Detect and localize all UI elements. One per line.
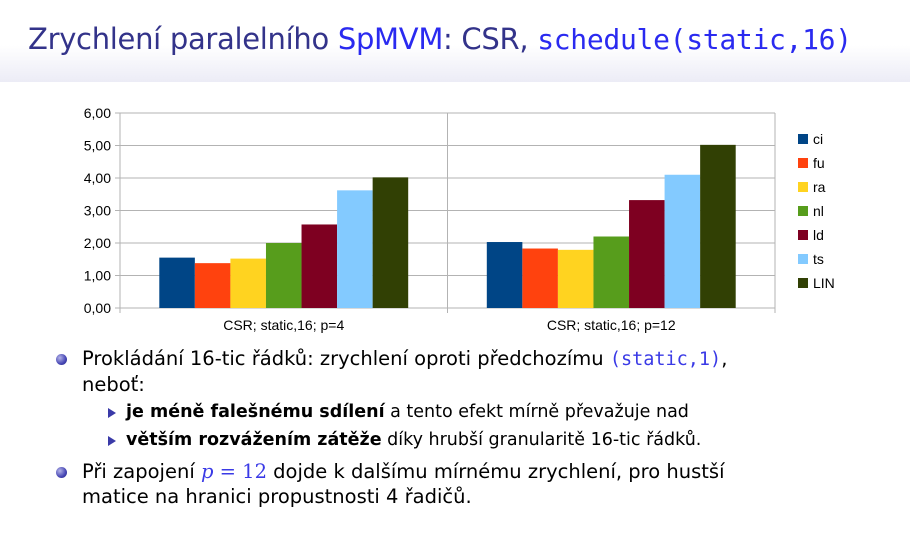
x-category-label: CSR; static,16; p=12: [547, 317, 676, 333]
bullet-item-interleaving: Prokládání 16-tic řádků: zrychlení oprot…: [52, 346, 892, 453]
bullet-1-code: (static,1): [609, 349, 722, 370]
title-code: schedule(static,16): [537, 23, 852, 56]
bar-ld: [629, 200, 665, 308]
bar-lin: [372, 177, 409, 308]
bullet-2-math-p: p: [200, 460, 214, 483]
triangle-bullet-icon: [108, 436, 116, 446]
bullet-list: Prokládání 16-tic řádků: zrychlení oprot…: [52, 346, 892, 515]
legend-swatch: [798, 278, 808, 288]
subitem-false-sharing: je méně falešnému sdílení a tento efekt …: [82, 400, 892, 425]
y-tick-label: 1,00: [84, 268, 111, 284]
subitem-1-bold: je méně falešnému sdílení: [126, 402, 385, 422]
legend-label: nl: [813, 203, 824, 219]
y-tick-label: 2,00: [84, 235, 111, 251]
slide-title: Zrychlení paralelního SpMVM: CSR, schedu…: [28, 22, 852, 56]
title-prefix: Zrychlení paralelního: [28, 22, 338, 56]
legend-swatch: [798, 134, 808, 144]
bullet-dot-icon: [56, 354, 67, 365]
bar-fu: [194, 263, 231, 308]
bar-ld: [301, 224, 338, 308]
legend-label: ts: [813, 251, 824, 267]
subitem-1-text: a tento efekt mírně převažuje nad: [384, 402, 689, 422]
legend-label: ra: [813, 179, 826, 195]
y-tick-label: 6,00: [84, 105, 111, 121]
bar-lin: [700, 144, 736, 308]
bullet-2-math-eq: = 12: [213, 460, 267, 483]
title-spmvm: SpMVM: [337, 22, 444, 56]
y-tick-label: 0,00: [84, 300, 111, 316]
legend-swatch: [798, 206, 808, 216]
speedup-chart: 0,00 1,00 2,00 3,00 4,00 5,00 6,00 CSR; static,…: [84, 105, 835, 333]
bullet-dot-icon: [56, 467, 67, 478]
subitem-2-bold: větším rozvážením zátěže: [126, 430, 382, 450]
legend-swatch: [798, 254, 808, 264]
title-bar: Zrychlení paralelního SpMVM: CSR, schedu…: [0, 0, 910, 82]
title-mid: : CSR,: [443, 22, 538, 56]
subitem-2-text: díky hrubší granularitě 16-tic řádků.: [381, 430, 702, 450]
bullet-1-text: Prokládání 16-tic řádků: zrychlení oprot…: [82, 347, 610, 370]
legend-label: ld: [813, 227, 824, 243]
legend-label: ci: [813, 131, 823, 147]
bullet-2-post: dojde k dalšímu mírnému zrychlení, pro h…: [266, 460, 725, 483]
bullet-item-p12: Při zapojení p = 12 dojde k dalšímu mírn…: [52, 459, 892, 509]
bar-nl: [593, 236, 630, 308]
legend-label: fu: [813, 155, 825, 171]
bar-ts: [337, 190, 373, 308]
legend-label: LIN: [813, 275, 835, 291]
y-tick-label: 5,00: [84, 138, 111, 154]
bullet-2-line2: matice na hranici propustnosti 4 řadičů.: [82, 485, 472, 508]
bar-fu: [522, 248, 558, 308]
y-tick-label: 3,00: [84, 203, 111, 219]
x-category-label: CSR; static,16; p=4: [223, 317, 344, 333]
y-tick-label: 4,00: [84, 170, 111, 186]
legend-swatch: [798, 230, 808, 240]
bar-ci: [486, 242, 523, 308]
bar-ci: [159, 257, 195, 308]
bullet-1-line2: neboť:: [82, 373, 145, 396]
bullet-2-pre: Při zapojení: [82, 460, 201, 483]
legend-swatch: [798, 182, 808, 192]
bullet-1-comma: ,: [721, 347, 728, 370]
bar-ra: [230, 258, 266, 308]
legend-swatch: [798, 158, 808, 168]
subitem-load-balance: větším rozvážením zátěže díky hrubší gra…: [82, 428, 892, 453]
bar-nl: [265, 243, 302, 308]
bar-ts: [664, 174, 701, 308]
triangle-bullet-icon: [108, 408, 116, 418]
bar-ra: [557, 249, 594, 308]
